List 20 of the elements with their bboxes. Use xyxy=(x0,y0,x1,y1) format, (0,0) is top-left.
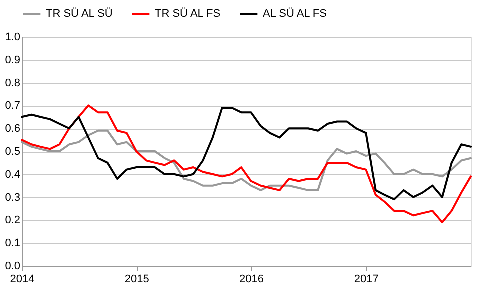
x-tick-label: 2014 xyxy=(10,274,35,286)
legend-label: TR SÜ AL SÜ xyxy=(46,7,113,20)
legend-label: AL SÜ AL FS xyxy=(263,7,327,20)
x-tick-label: 2017 xyxy=(354,274,379,286)
y-tick-label: 0.5 xyxy=(5,146,20,158)
y-tick-label: 0.3 xyxy=(5,192,20,204)
y-tick-label: 0.2 xyxy=(5,214,20,227)
y-tick-label: 0.6 xyxy=(5,123,20,136)
y-tick-label: 0.1 xyxy=(5,238,20,250)
y-tick-label: 0.0 xyxy=(5,260,20,272)
x-tick-label: 2016 xyxy=(239,274,264,286)
y-tick-label: 1.0 xyxy=(5,32,20,44)
y-tick-label: 0.9 xyxy=(5,54,20,66)
y-tick-label: 0.4 xyxy=(5,168,20,181)
legend-label: TR SÜ AL FS xyxy=(155,7,221,20)
y-tick-label: 0.7 xyxy=(5,100,20,112)
line-series xyxy=(21,106,472,201)
y-tick-label: 0.8 xyxy=(5,77,20,90)
line-series xyxy=(21,104,472,224)
x-tick-label: 2015 xyxy=(124,274,150,286)
